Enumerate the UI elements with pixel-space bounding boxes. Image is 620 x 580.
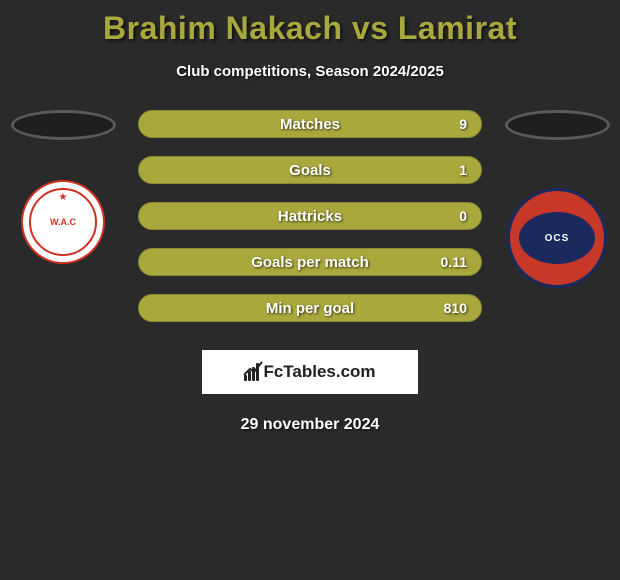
stat-bar: Min per goal 810: [138, 294, 482, 322]
stat-value: 810: [444, 300, 467, 316]
stat-value: 0: [459, 208, 467, 224]
main-row: ★ W.A.C Matches 9 Goals 1 Hattricks 0 Go…: [0, 110, 620, 340]
star-icon: ★: [551, 196, 564, 213]
right-column: ★ OCS: [502, 110, 612, 288]
stat-value: 9: [459, 116, 467, 132]
chart-bars-icon: [244, 363, 259, 381]
right-team-logo-inner: ★ OCS: [519, 212, 595, 264]
stat-bar: Hattricks 0: [138, 202, 482, 230]
left-team-logo: ★ W.A.C: [21, 180, 105, 264]
stat-label: Min per goal: [266, 300, 354, 317]
stat-value: 0.11: [441, 254, 467, 270]
left-team-logo-inner: ★ W.A.C: [29, 188, 97, 256]
right-team-logo: ★ OCS: [507, 188, 607, 288]
stat-value: 1: [459, 162, 467, 178]
stat-label: Matches: [280, 116, 340, 133]
right-team-logo-label: OCS: [545, 233, 570, 244]
left-team-logo-label: W.A.C: [50, 218, 76, 227]
stat-label: Goals per match: [251, 254, 369, 271]
stats-column: Matches 9 Goals 1 Hattricks 0 Goals per …: [118, 110, 502, 340]
brand-text: FcTables.com: [263, 362, 375, 382]
stat-label: Hattricks: [278, 208, 342, 225]
left-ellipse-placeholder: [11, 110, 116, 140]
star-icon: ★: [59, 192, 68, 203]
stat-bar: Goals per match 0.11: [138, 248, 482, 276]
subtitle: Club competitions, Season 2024/2025: [0, 63, 620, 80]
stat-label: Goals: [289, 162, 331, 179]
page-title: Brahim Nakach vs Lamirat: [0, 0, 620, 47]
brand-box[interactable]: FcTables.com: [202, 350, 418, 394]
page-container: Brahim Nakach vs Lamirat Club competitio…: [0, 0, 620, 434]
date-text: 29 november 2024: [0, 416, 620, 434]
right-ellipse-placeholder: [505, 110, 610, 140]
left-column: ★ W.A.C: [8, 110, 118, 264]
stat-bar: Matches 9: [138, 110, 482, 138]
stat-bar: Goals 1: [138, 156, 482, 184]
